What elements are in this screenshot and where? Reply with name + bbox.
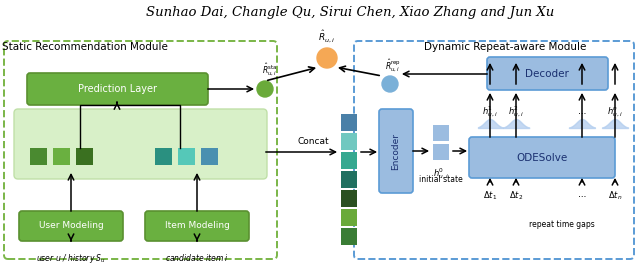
FancyBboxPatch shape bbox=[27, 73, 208, 105]
Bar bbox=[341, 228, 357, 245]
FancyBboxPatch shape bbox=[19, 211, 123, 241]
Text: Sunhao Dai, Changle Qu, Sirui Chen, Xiao Zhang and Jun Xu: Sunhao Dai, Changle Qu, Sirui Chen, Xiao… bbox=[146, 6, 554, 19]
Text: repeat time gaps: repeat time gaps bbox=[529, 220, 595, 229]
Text: $\Delta t_1$: $\Delta t_1$ bbox=[483, 190, 497, 202]
Bar bbox=[341, 190, 357, 207]
Text: $h^n_{u,i}$: $h^n_{u,i}$ bbox=[607, 105, 623, 119]
Text: $h^1_{u,i}$: $h^1_{u,i}$ bbox=[482, 105, 498, 119]
Circle shape bbox=[317, 48, 337, 68]
Bar bbox=[30, 148, 47, 165]
Text: $\cdots$: $\cdots$ bbox=[577, 190, 587, 199]
Text: Encoder: Encoder bbox=[392, 132, 401, 169]
Bar bbox=[341, 171, 357, 188]
FancyBboxPatch shape bbox=[379, 109, 413, 193]
Bar bbox=[433, 125, 449, 141]
Circle shape bbox=[382, 76, 398, 92]
Text: $\cdots$: $\cdots$ bbox=[577, 108, 587, 116]
Text: Prediction Layer: Prediction Layer bbox=[77, 84, 157, 94]
Text: $\hat{R}_{u,i}$: $\hat{R}_{u,i}$ bbox=[318, 28, 335, 44]
Text: Decoder: Decoder bbox=[525, 69, 569, 79]
Bar bbox=[341, 114, 357, 131]
Bar bbox=[53, 148, 70, 165]
Text: $\Delta t_2$: $\Delta t_2$ bbox=[509, 190, 523, 202]
Bar bbox=[155, 148, 172, 165]
Text: initial state: initial state bbox=[419, 175, 463, 184]
FancyBboxPatch shape bbox=[14, 109, 267, 179]
Bar bbox=[76, 148, 93, 165]
FancyBboxPatch shape bbox=[145, 211, 249, 241]
Text: Concat: Concat bbox=[297, 137, 329, 146]
Text: $\hat{R}^{\rm rep}_{u,i}$: $\hat{R}^{\rm rep}_{u,i}$ bbox=[385, 57, 401, 74]
Bar bbox=[341, 152, 357, 169]
Text: candidate item $i$: candidate item $i$ bbox=[165, 252, 229, 263]
Circle shape bbox=[257, 81, 273, 97]
Text: ODESolve: ODESolve bbox=[516, 153, 568, 163]
FancyBboxPatch shape bbox=[487, 57, 608, 90]
Text: user $u$ / history $S_u$: user $u$ / history $S_u$ bbox=[36, 252, 106, 265]
FancyBboxPatch shape bbox=[469, 137, 615, 178]
Bar bbox=[201, 148, 218, 165]
Bar bbox=[341, 133, 357, 150]
Text: Dynamic Repeat-aware Module: Dynamic Repeat-aware Module bbox=[424, 42, 586, 52]
Text: Item Modeling: Item Modeling bbox=[164, 221, 229, 230]
Text: Static Recommendation Module: Static Recommendation Module bbox=[2, 42, 168, 52]
Text: $h^0_{u,i}$: $h^0_{u,i}$ bbox=[433, 166, 449, 181]
Bar bbox=[178, 148, 195, 165]
Text: User Modeling: User Modeling bbox=[38, 221, 104, 230]
Text: $h^2_{u,i}$: $h^2_{u,i}$ bbox=[508, 105, 524, 119]
Text: $\Delta t_n$: $\Delta t_n$ bbox=[608, 190, 622, 202]
Text: $\hat{R}^{\rm sta}_{u,i}$: $\hat{R}^{\rm sta}_{u,i}$ bbox=[262, 61, 278, 78]
Bar bbox=[433, 144, 449, 160]
Bar bbox=[341, 209, 357, 226]
